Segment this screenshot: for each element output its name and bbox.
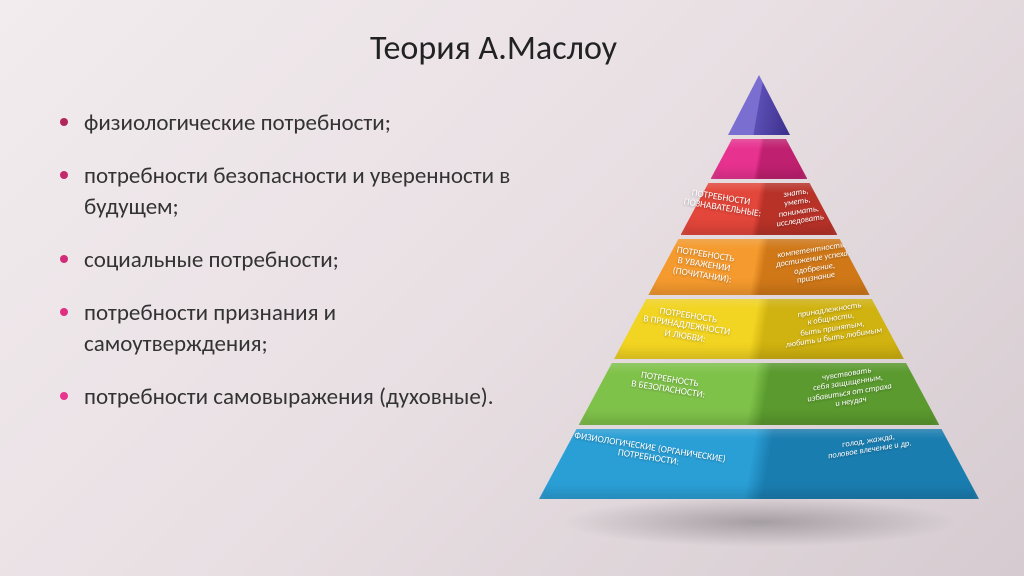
bullet-dot-icon (60, 171, 68, 179)
maslow-pyramid: ПОТРЕБНОСТИПОЗНАВАТЕЛЬНЫЕ:знать,уметь,по… (524, 75, 994, 555)
bullet-list: физиологические потребности; потребности … (60, 108, 520, 435)
bullet-item: потребности самовыражения (духовные). (60, 382, 520, 413)
bullet-dot-icon (60, 308, 68, 316)
bullet-text: социальные потребности; (84, 245, 339, 276)
bullet-text: потребности признания и самоутверждения; (84, 298, 520, 360)
bullet-item: потребности безопасности и уверенности в… (60, 161, 520, 223)
bullet-dot-icon (60, 255, 68, 263)
bullet-text: потребности безопасности и уверенности в… (84, 161, 520, 223)
pyramid-layer (711, 139, 808, 179)
bullet-dot-icon (60, 392, 68, 400)
pyramid-apex (728, 75, 790, 135)
bullet-item: потребности признания и самоутверждения; (60, 298, 520, 360)
bullet-item: социальные потребности; (60, 245, 520, 276)
bullet-dot-icon (60, 118, 68, 126)
bullet-text: физиологические потребности; (84, 108, 391, 139)
bullet-item: физиологические потребности; (60, 108, 520, 139)
bullet-text: потребности самовыражения (духовные). (84, 382, 494, 413)
slide-title: Теория А.Маслоу (370, 28, 617, 69)
pyramid-shadow (559, 497, 959, 547)
